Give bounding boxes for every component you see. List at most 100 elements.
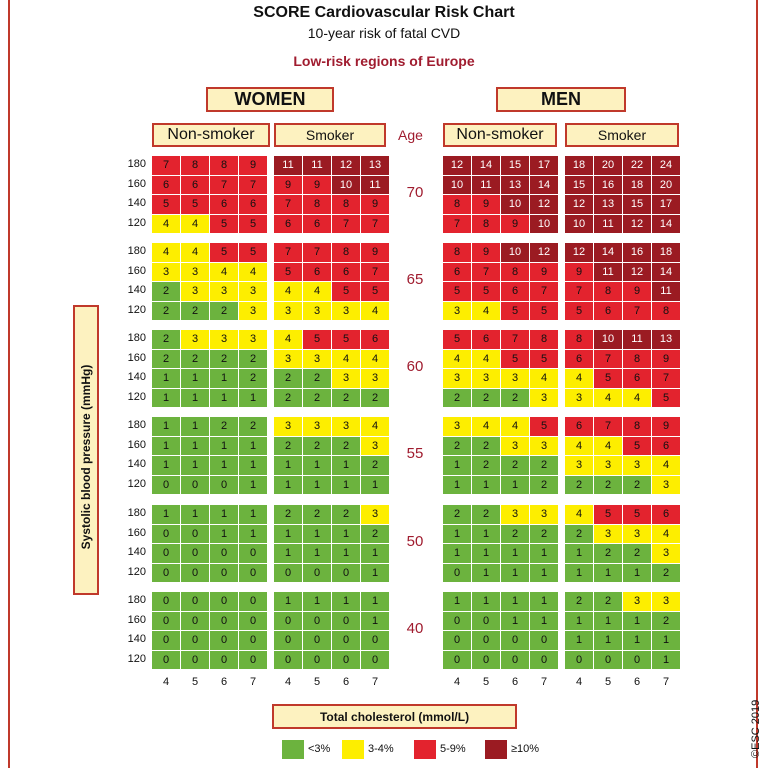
risk-cell-women-smoker: 2 [274, 505, 302, 524]
risk-cell-men-smoker: 13 [594, 195, 622, 214]
risk-cell-women-smoker: 6 [303, 262, 331, 281]
risk-cell-men-smoker: 7 [565, 282, 593, 301]
risk-cell-men-nonsmoker: 2 [530, 456, 558, 475]
risk-cell-women-smoker: 7 [303, 243, 331, 262]
risk-cell-women-nonsmoker: 0 [239, 563, 267, 582]
risk-cell-women-smoker: 1 [332, 592, 360, 611]
risk-cell-men-nonsmoker: 2 [501, 524, 529, 543]
risk-cell-men-nonsmoker: 1 [530, 563, 558, 582]
risk-cell-women-smoker: 3 [332, 301, 360, 320]
legend-swatch-yellow [342, 740, 364, 759]
risk-cell-men-nonsmoker: 2 [472, 456, 500, 475]
risk-cell-women-smoker: 11 [361, 175, 389, 194]
risk-cell-men-nonsmoker: 3 [443, 301, 471, 320]
risk-cell-women-nonsmoker: 6 [239, 195, 267, 214]
risk-cell-men-nonsmoker: 2 [530, 475, 558, 494]
risk-cell-women-nonsmoker: 1 [239, 505, 267, 524]
risk-cell-women-nonsmoker: 1 [239, 388, 267, 407]
risk-cell-men-nonsmoker: 1 [472, 592, 500, 611]
risk-cell-men-smoker: 14 [652, 214, 680, 233]
risk-cell-men-nonsmoker: 13 [501, 175, 529, 194]
risk-cell-women-smoker: 1 [361, 544, 389, 563]
risk-cell-women-nonsmoker: 2 [152, 349, 180, 368]
risk-cell-men-smoker: 9 [652, 417, 680, 436]
risk-cell-men-nonsmoker: 1 [472, 475, 500, 494]
risk-cell-women-smoker: 3 [361, 505, 389, 524]
risk-cell-men-nonsmoker: 3 [443, 369, 471, 388]
risk-cell-women-smoker: 7 [274, 195, 302, 214]
cholesterol-tick: 7 [371, 676, 379, 688]
risk-cell-women-nonsmoker: 0 [239, 544, 267, 563]
risk-cell-women-nonsmoker: 1 [152, 417, 180, 436]
risk-cell-men-nonsmoker: 10 [501, 195, 529, 214]
risk-cell-women-nonsmoker: 1 [210, 436, 238, 455]
risk-cell-men-smoker: 18 [652, 243, 680, 262]
risk-cell-men-smoker: 2 [623, 475, 651, 494]
risk-cell-women-nonsmoker: 3 [210, 282, 238, 301]
risk-cell-men-smoker: 3 [565, 456, 593, 475]
copyright-text: ©ESC 2019 [750, 699, 762, 758]
cholesterol-tick: 6 [342, 676, 350, 688]
risk-cell-women-nonsmoker: 1 [210, 388, 238, 407]
risk-cell-men-smoker: 1 [623, 611, 651, 630]
risk-cell-women-nonsmoker: 3 [239, 301, 267, 320]
risk-cell-women-smoker: 0 [274, 611, 302, 630]
x-axis-label: Total cholesterol (mmol/L) [272, 704, 517, 729]
risk-cell-women-smoker: 11 [303, 156, 331, 175]
sbp-label-180: 180 [127, 507, 146, 519]
region-label: Low-risk regions of Europe [293, 53, 475, 69]
risk-cell-men-smoker: 9 [652, 349, 680, 368]
risk-cell-women-nonsmoker: 1 [181, 456, 209, 475]
risk-cell-women-smoker: 2 [332, 436, 360, 455]
risk-cell-men-nonsmoker: 4 [501, 417, 529, 436]
risk-cell-women-smoker: 5 [303, 330, 331, 349]
risk-cell-men-smoker: 3 [565, 388, 593, 407]
risk-cell-men-smoker: 0 [623, 650, 651, 669]
risk-cell-women-nonsmoker: 2 [152, 330, 180, 349]
risk-cell-men-smoker: 7 [652, 369, 680, 388]
risk-cell-women-smoker: 2 [303, 388, 331, 407]
risk-cell-men-nonsmoker: 10 [501, 243, 529, 262]
risk-cell-women-nonsmoker: 1 [152, 505, 180, 524]
risk-cell-women-nonsmoker: 2 [210, 301, 238, 320]
risk-cell-women-nonsmoker: 4 [210, 262, 238, 281]
risk-cell-men-smoker: 7 [623, 301, 651, 320]
risk-cell-men-smoker: 1 [594, 631, 622, 650]
risk-cell-men-smoker: 24 [652, 156, 680, 175]
risk-cell-men-nonsmoker: 3 [530, 388, 558, 407]
cholesterol-tick: 5 [604, 676, 612, 688]
risk-cell-men-nonsmoker: 6 [472, 330, 500, 349]
risk-cell-women-smoker: 0 [303, 611, 331, 630]
sbp-label-140: 140 [127, 458, 146, 470]
sbp-label-140: 140 [127, 633, 146, 645]
risk-cell-women-smoker: 2 [361, 456, 389, 475]
risk-cell-men-nonsmoker: 3 [501, 436, 529, 455]
risk-cell-women-smoker: 1 [303, 544, 331, 563]
risk-cell-women-nonsmoker: 6 [210, 195, 238, 214]
risk-cell-women-nonsmoker: 0 [181, 524, 209, 543]
risk-cell-women-smoker: 1 [274, 544, 302, 563]
risk-cell-women-smoker: 3 [274, 417, 302, 436]
risk-cell-men-smoker: 11 [594, 214, 622, 233]
risk-cell-men-nonsmoker: 0 [443, 611, 471, 630]
sbp-label-160: 160 [127, 177, 146, 190]
risk-cell-men-nonsmoker: 7 [443, 214, 471, 233]
risk-cell-men-smoker: 2 [594, 475, 622, 494]
risk-cell-women-smoker: 1 [361, 563, 389, 582]
risk-cell-women-nonsmoker: 0 [181, 563, 209, 582]
risk-cell-men-nonsmoker: 1 [501, 592, 529, 611]
risk-cell-men-smoker: 7 [594, 349, 622, 368]
risk-cell-men-smoker: 9 [565, 262, 593, 281]
risk-cell-men-smoker: 5 [652, 388, 680, 407]
risk-cell-men-smoker: 3 [652, 544, 680, 563]
risk-cell-men-nonsmoker: 2 [472, 388, 500, 407]
cholesterol-tick: 7 [249, 676, 257, 688]
risk-cell-women-nonsmoker: 1 [239, 524, 267, 543]
risk-cell-women-nonsmoker: 1 [152, 369, 180, 388]
risk-cell-men-nonsmoker: 4 [443, 349, 471, 368]
risk-cell-women-smoker: 0 [332, 563, 360, 582]
risk-cell-men-smoker: 8 [623, 349, 651, 368]
risk-cell-women-nonsmoker: 0 [239, 631, 267, 650]
risk-cell-women-smoker: 2 [303, 505, 331, 524]
risk-cell-men-nonsmoker: 2 [530, 524, 558, 543]
